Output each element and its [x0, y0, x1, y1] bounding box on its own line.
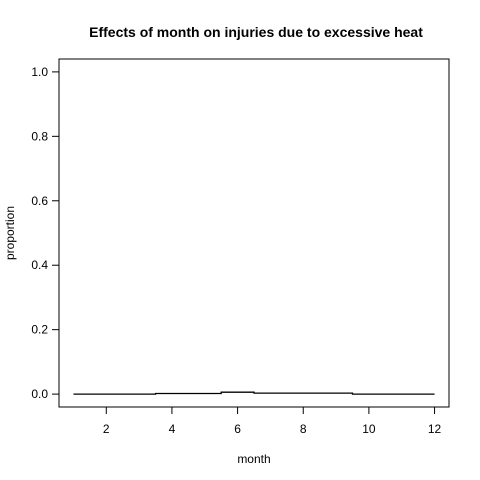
x-tick-label: 2	[103, 422, 110, 436]
y-tick-label: 0.6	[31, 194, 48, 208]
x-axis-label: month	[237, 452, 270, 466]
x-tick-label: 12	[428, 422, 442, 436]
x-tick-label: 6	[234, 422, 241, 436]
x-tick-label: 4	[169, 422, 176, 436]
y-axis-label: proportion	[3, 206, 17, 260]
y-tick-label: 0.0	[31, 387, 48, 401]
plot-frame	[58, 58, 450, 408]
series-step-line	[73, 391, 435, 395]
x-axis: 2 4 6 8 10 12	[103, 407, 442, 436]
chart-title: Effects of month on injuries due to exce…	[89, 24, 423, 40]
y-axis: 0.0 0.2 0.4 0.6 0.8 1.0	[31, 65, 59, 401]
x-tick-label: 10	[362, 422, 376, 436]
x-tick-label: 8	[300, 422, 307, 436]
y-tick-label: 0.4	[31, 258, 48, 272]
y-tick-label: 0.2	[31, 323, 48, 337]
y-tick-label: 1.0	[31, 65, 48, 79]
y-tick-label: 0.8	[31, 129, 48, 143]
